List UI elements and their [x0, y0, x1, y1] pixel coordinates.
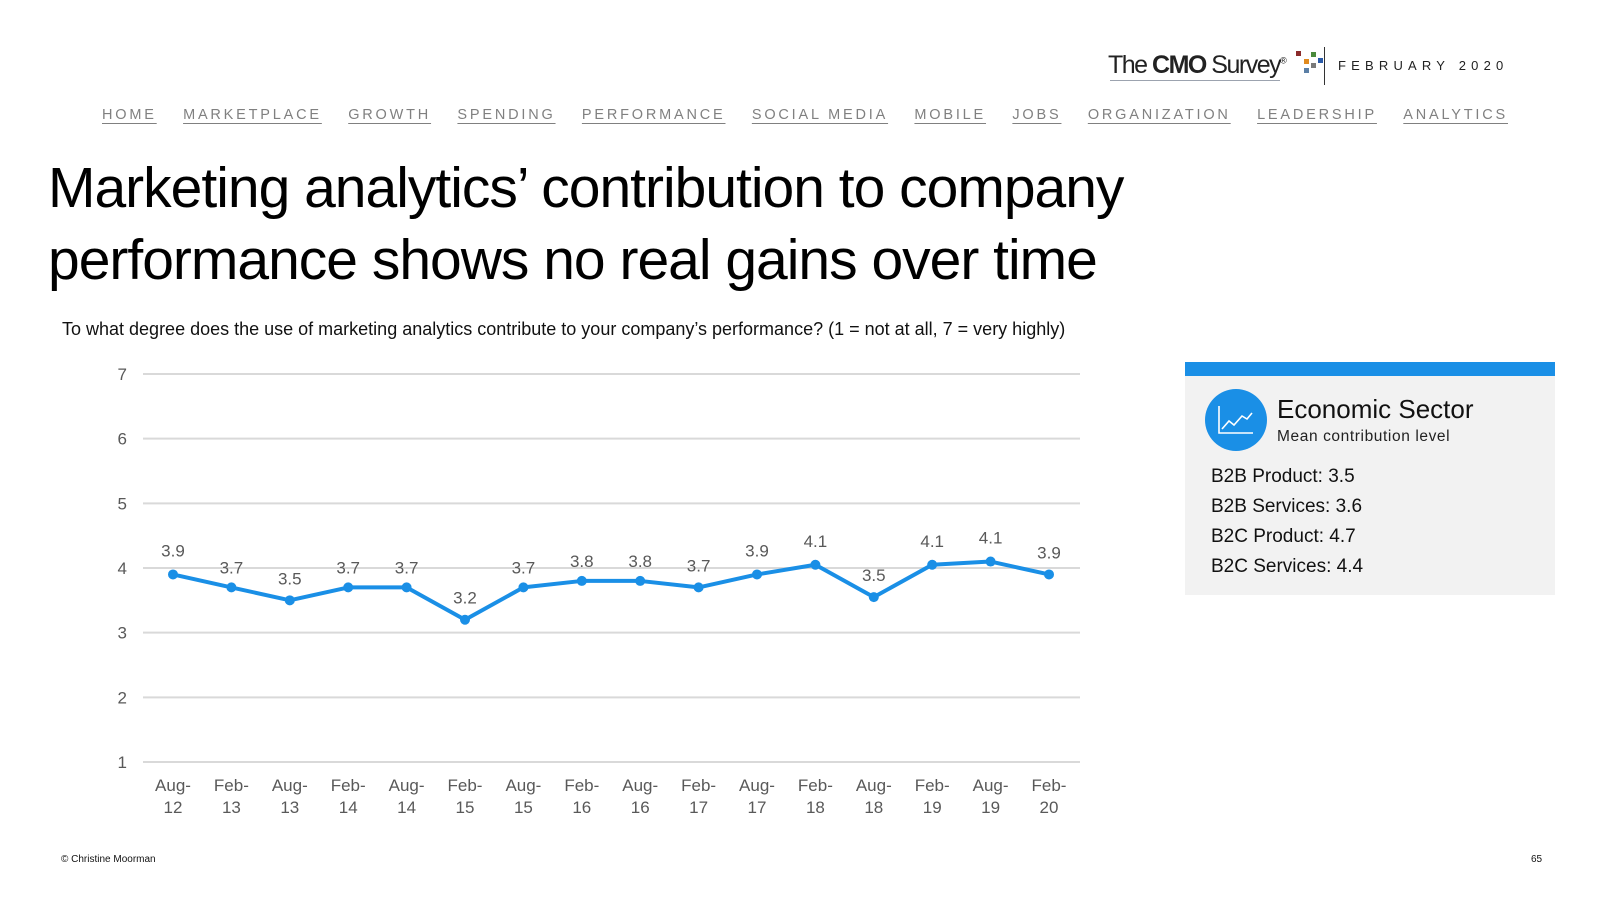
logo-square-steel	[1304, 68, 1309, 73]
nav-jobs[interactable]: JOBS	[1012, 107, 1062, 123]
panel-subheading: Mean contribution level	[1277, 428, 1451, 445]
data-point	[576, 575, 587, 586]
cmo-survey-logo: The CMO Survey®	[1108, 46, 1324, 86]
x-tick-label: Feb-18	[798, 776, 833, 817]
x-tick-label: Feb-14	[331, 776, 366, 817]
data-label: 3.8	[570, 552, 594, 571]
nav-organization[interactable]: ORGANIZATION	[1087, 107, 1231, 123]
panel-accent-bar	[1185, 362, 1555, 376]
nav-social-media[interactable]: SOCIAL MEDIA	[751, 107, 889, 123]
data-point	[168, 569, 178, 580]
nav-mobile[interactable]: MOBILE	[914, 107, 987, 123]
data-label: 4.1	[979, 529, 1003, 548]
x-tick-label: Feb-13	[214, 776, 249, 817]
nav-leadership[interactable]: LEADERSHIP	[1257, 107, 1377, 123]
y-tick-label: 5	[118, 494, 127, 513]
logo-square-blue	[1318, 58, 1323, 63]
page-title: Marketing analytics’ contribution to com…	[48, 156, 1124, 292]
x-tick-label: Aug-16	[622, 776, 658, 817]
economic-sector-panel: Economic Sector Mean contribution level …	[1185, 362, 1555, 595]
x-tick-label: Aug-13	[272, 776, 308, 817]
line-chart-icon	[1205, 389, 1267, 451]
sector-b2c-services: B2C Services: 4.4	[1211, 556, 1364, 577]
x-tick-label: Feb-19	[915, 776, 950, 817]
x-tick-label: Aug-12	[155, 776, 191, 817]
data-label: 3.9	[161, 541, 185, 560]
panel-heading: Economic Sector	[1277, 394, 1474, 424]
sector-list: B2B Product: 3.5 B2B Services: 3.6 B2C P…	[1211, 462, 1363, 582]
data-point	[752, 569, 762, 580]
header-divider	[1324, 47, 1325, 85]
x-tick-label: Aug-14	[389, 776, 425, 817]
report-date: FEBRUARY 2020	[1338, 58, 1509, 73]
data-point	[868, 592, 879, 603]
top-navigation: HOME MARKETPLACE GROWTH SPENDING PERFORM…	[102, 107, 1508, 123]
x-tick-label: Feb-20	[1032, 776, 1067, 817]
data-point	[284, 595, 295, 606]
logo-underline	[1110, 80, 1280, 81]
logo-wordmark: The CMO Survey®	[1108, 51, 1287, 79]
data-label: 3.7	[220, 558, 244, 577]
nav-growth[interactable]: GROWTH	[348, 107, 432, 123]
logo-square-red	[1296, 51, 1301, 56]
logo-square-orange	[1304, 59, 1309, 64]
y-tick-label: 6	[118, 430, 127, 449]
x-tick-label: Aug-18	[856, 776, 892, 817]
data-label: 4.1	[804, 532, 828, 551]
x-tick-label: Aug-15	[505, 776, 541, 817]
data-label: 3.5	[278, 569, 302, 588]
logo-square-gray	[1311, 63, 1316, 68]
data-point	[985, 556, 996, 567]
data-label: 3.7	[687, 556, 711, 575]
data-point	[343, 582, 354, 593]
data-label: 3.7	[512, 558, 536, 577]
survey-question: To what degree does the use of marketing…	[62, 319, 1066, 339]
data-point	[693, 582, 704, 593]
data-point	[1044, 569, 1054, 580]
nav-marketplace[interactable]: MARKETPLACE	[183, 107, 322, 123]
sector-b2c-product: B2C Product: 4.7	[1211, 526, 1356, 547]
data-label: 3.9	[745, 541, 769, 560]
x-tick-label: Aug-17	[739, 776, 775, 817]
page-number: 65	[1531, 854, 1543, 865]
y-tick-label: 4	[118, 559, 127, 578]
data-label: 3.7	[336, 558, 360, 577]
x-tick-label: Aug-19	[973, 776, 1009, 817]
data-point	[518, 582, 529, 593]
y-tick-label: 7	[118, 365, 127, 384]
x-tick-label: Feb-17	[681, 776, 716, 817]
y-tick-label: 1	[118, 753, 127, 772]
data-point	[226, 582, 237, 593]
line-chart: 1 2 3 4 5 6 7 Aug-12 Feb-13 Aug-13 Feb-14 Aug-14 Feb…	[118, 365, 1080, 817]
data-point	[401, 582, 412, 593]
data-label: 4.1	[920, 532, 944, 551]
data-label: 3.7	[395, 558, 419, 577]
data-point	[927, 559, 938, 570]
data-point	[635, 575, 646, 586]
y-tick-label: 3	[118, 624, 127, 643]
nav-home[interactable]: HOME	[102, 107, 157, 123]
data-label: 3.2	[453, 589, 477, 608]
nav-performance[interactable]: PERFORMANCE	[581, 107, 726, 123]
logo-square-green	[1311, 52, 1316, 57]
data-point	[810, 559, 821, 570]
x-tick-label: Feb-15	[448, 776, 483, 817]
sector-b2b-product: B2B Product: 3.5	[1211, 466, 1355, 487]
data-point	[460, 614, 470, 625]
x-tick-label: Feb-16	[564, 776, 599, 817]
nav-analytics[interactable]: ANALYTICS	[1403, 107, 1508, 123]
data-label: 3.9	[1037, 543, 1061, 562]
nav-spending[interactable]: SPENDING	[457, 107, 556, 123]
y-tick-label: 2	[118, 688, 127, 707]
sector-b2b-services: B2B Services: 3.6	[1211, 496, 1363, 517]
data-label: 3.5	[862, 566, 886, 585]
data-label: 3.8	[628, 552, 652, 571]
copyright: © Christine Moorman	[61, 854, 156, 865]
series-line	[172, 559, 1050, 622]
